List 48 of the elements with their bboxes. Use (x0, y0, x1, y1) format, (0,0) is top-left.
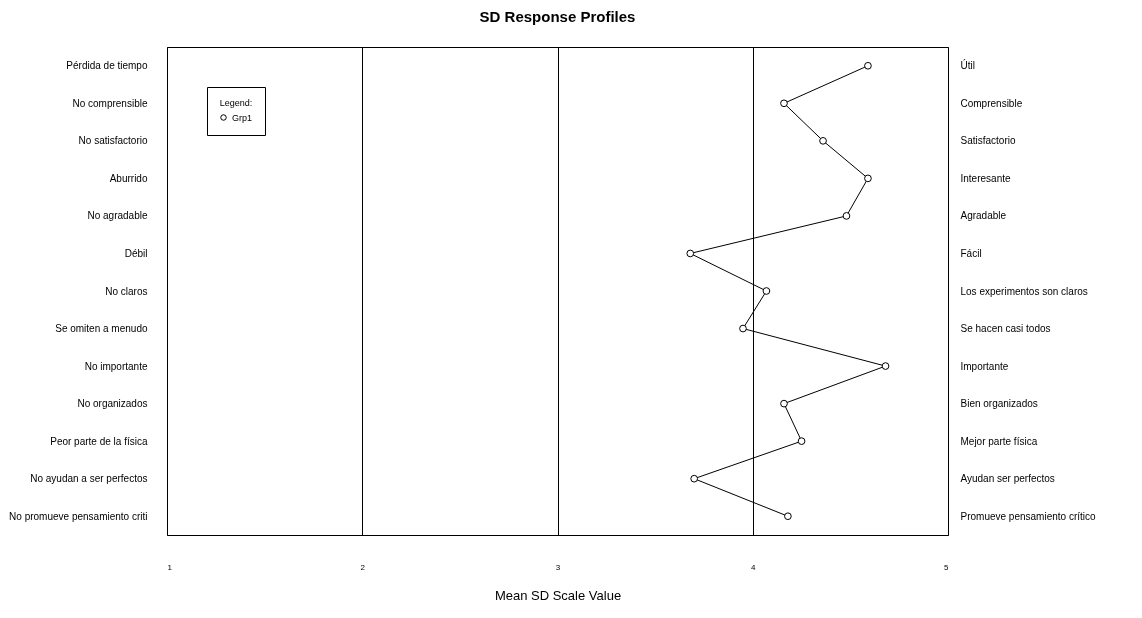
y-tick-label: Aburrido (109, 172, 148, 184)
x-tick-label: 2 (360, 562, 366, 572)
y2-tick-label: Ayudan ser perfectos (960, 473, 1055, 485)
y-tick-label: Se omiten a menudo (55, 323, 148, 335)
y-tick-label: No ayudan a ser perfectos (30, 473, 148, 485)
point (842, 212, 851, 220)
y-tick-label: Débil (124, 247, 148, 259)
point (881, 362, 890, 370)
y2-tick-label: Comprensible (960, 97, 1023, 109)
legend-label: Grp1 (232, 112, 253, 123)
y2-tick-label: Bien organizados (960, 398, 1038, 410)
point (690, 474, 699, 483)
y2-tick-label: Interesante (960, 172, 1011, 184)
point (686, 249, 695, 258)
point (780, 399, 788, 408)
point (864, 174, 872, 183)
y-tick-label: No importante (84, 360, 148, 372)
y2-tick-label: Se hacen casi todos (960, 323, 1051, 335)
y-tick-label: No comprensible (72, 97, 148, 109)
y-tick-label: Pérdida de tiempo (66, 60, 148, 72)
point (739, 324, 747, 333)
point (797, 437, 806, 445)
y2-tick-label: Los experimentos son claros (960, 285, 1088, 297)
y-tick-label: No promueve pensamiento criti (9, 510, 148, 522)
x-axis-title: Mean SD Scale Value (494, 587, 622, 603)
y2-tick-label: Importante (960, 360, 1009, 372)
y2-tick-label: Satisfactorio (960, 135, 1016, 147)
x-tick-label: 5 (944, 562, 950, 572)
y-tick-label: No satisfactorio (78, 135, 148, 147)
y2-tick-label: Fácil (960, 247, 982, 259)
y-tick-label: No agradable (87, 210, 148, 222)
legend-title: Legend: (219, 98, 253, 108)
y2-tick-label: Promueve pensamiento crítico (960, 510, 1096, 522)
y2-tick-label: Mejor parte física (960, 435, 1038, 447)
x-tick-label: 4 (751, 562, 757, 572)
point (864, 61, 872, 70)
x-tick-label: 3 (555, 562, 561, 572)
x-tick-label: 1 (167, 562, 173, 572)
point (819, 137, 827, 145)
y2-tick-label: Agradable (960, 210, 1007, 222)
y-tick-label: No claros (105, 285, 148, 297)
y2-tick-label: Útil (960, 59, 975, 72)
y-tick-label: No organizados (77, 398, 148, 410)
point (784, 512, 792, 521)
y-tick-label: Peor parte de la física (50, 435, 148, 447)
point (762, 287, 771, 295)
chart-title: SD Response Profiles (479, 8, 636, 25)
point (780, 99, 788, 108)
